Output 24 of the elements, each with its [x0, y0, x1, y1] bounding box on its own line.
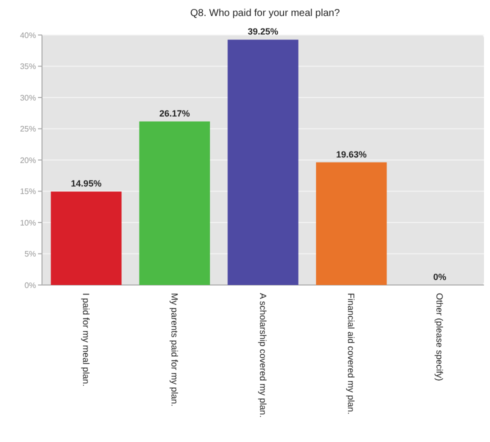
bar — [316, 162, 387, 285]
x-tick-label: My parents paid for my plan. — [169, 293, 180, 407]
bar — [228, 40, 298, 285]
data-label: 39.25% — [248, 26, 278, 37]
y-tick-label: 35% — [20, 62, 36, 72]
y-tick-label: 15% — [20, 187, 36, 196]
data-label: 26.17% — [159, 108, 190, 118]
bar — [50, 192, 122, 285]
data-label: 14.95% — [70, 178, 102, 189]
data-label: 19.63% — [336, 149, 367, 160]
x-tick-label: I paid for my meal plan. — [81, 293, 92, 387]
y-tick-label: 0% — [24, 280, 36, 290]
data-label: 0% — [433, 272, 446, 282]
bar — [139, 121, 210, 285]
x-tick-label: Financial aid covered my plan. — [346, 293, 356, 415]
y-tick-label: 40% — [20, 30, 36, 40]
y-tick-label: 30% — [20, 93, 36, 102]
x-tick-label: A scholarship covered my plan. — [258, 293, 268, 418]
y-tick-label: 25% — [20, 124, 36, 134]
y-tick-label: 10% — [20, 218, 36, 228]
x-tick-label: Other (please specify) — [434, 293, 445, 382]
y-tick-label: 5% — [24, 250, 36, 259]
chart-title: Q8. Who paid for your meal plan? — [190, 8, 340, 19]
y-tick-label: 20% — [20, 156, 36, 165]
